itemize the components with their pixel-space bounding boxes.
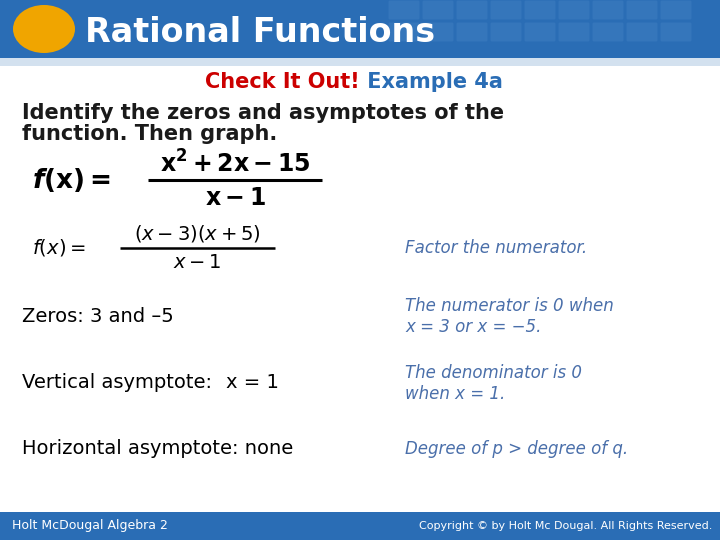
Text: Example 4a: Example 4a <box>360 72 503 92</box>
FancyBboxPatch shape <box>456 23 487 42</box>
Bar <box>0 512 720 540</box>
Bar <box>0 66 720 512</box>
Text: The denominator is 0: The denominator is 0 <box>405 364 582 382</box>
Text: Identify the zeros and asymptotes of the: Identify the zeros and asymptotes of the <box>22 103 504 123</box>
FancyBboxPatch shape <box>559 23 590 42</box>
FancyBboxPatch shape <box>626 23 657 42</box>
Text: Horizontal asymptote: none: Horizontal asymptote: none <box>22 440 293 458</box>
Bar <box>0 58 720 66</box>
Text: Rational Functions: Rational Functions <box>85 16 435 49</box>
FancyBboxPatch shape <box>456 1 487 19</box>
Text: Check It Out!: Check It Out! <box>205 72 360 92</box>
FancyBboxPatch shape <box>389 1 420 19</box>
FancyBboxPatch shape <box>593 23 624 42</box>
Text: x = 3 or x = −5.: x = 3 or x = −5. <box>405 318 541 336</box>
Text: Vertical asymptote:   x = 1: Vertical asymptote: x = 1 <box>22 374 279 393</box>
FancyBboxPatch shape <box>524 1 556 19</box>
Ellipse shape <box>13 5 75 53</box>
Text: The numerator is 0 when: The numerator is 0 when <box>405 297 613 315</box>
FancyBboxPatch shape <box>423 23 454 42</box>
Text: function. Then graph.: function. Then graph. <box>22 124 277 144</box>
Text: Zeros: 3 and –5: Zeros: 3 and –5 <box>22 307 174 326</box>
Text: $\boldsymbol{f}$$\mathbf{(x) =}$: $\boldsymbol{f}$$\mathbf{(x) =}$ <box>32 166 111 194</box>
Text: Factor the numerator.: Factor the numerator. <box>405 239 587 257</box>
FancyBboxPatch shape <box>559 1 590 19</box>
Text: Degree of p > degree of q.: Degree of p > degree of q. <box>405 440 628 458</box>
Text: $\mathbf{x^2 + 2x - 15}$: $\mathbf{x^2 + 2x - 15}$ <box>160 151 310 178</box>
FancyBboxPatch shape <box>593 1 624 19</box>
Text: Holt McDougal Algebra 2: Holt McDougal Algebra 2 <box>12 519 168 532</box>
Bar <box>0 0 720 58</box>
FancyBboxPatch shape <box>660 23 691 42</box>
Text: when x = 1.: when x = 1. <box>405 385 505 403</box>
FancyBboxPatch shape <box>524 23 556 42</box>
Text: $\it{f}$$(x) =$: $\it{f}$$(x) =$ <box>32 238 86 259</box>
Text: Copyright © by Holt Mc Dougal. All Rights Reserved.: Copyright © by Holt Mc Dougal. All Right… <box>418 521 712 531</box>
FancyBboxPatch shape <box>490 23 521 42</box>
FancyBboxPatch shape <box>389 23 420 42</box>
FancyBboxPatch shape <box>490 1 521 19</box>
FancyBboxPatch shape <box>626 1 657 19</box>
FancyBboxPatch shape <box>423 1 454 19</box>
FancyBboxPatch shape <box>660 1 691 19</box>
Text: $\mathbf{x - 1}$: $\mathbf{x - 1}$ <box>204 186 266 210</box>
Text: $x - 1$: $x - 1$ <box>174 253 222 273</box>
Text: $(x - 3)(x + 5)$: $(x - 3)(x + 5)$ <box>134 224 261 245</box>
